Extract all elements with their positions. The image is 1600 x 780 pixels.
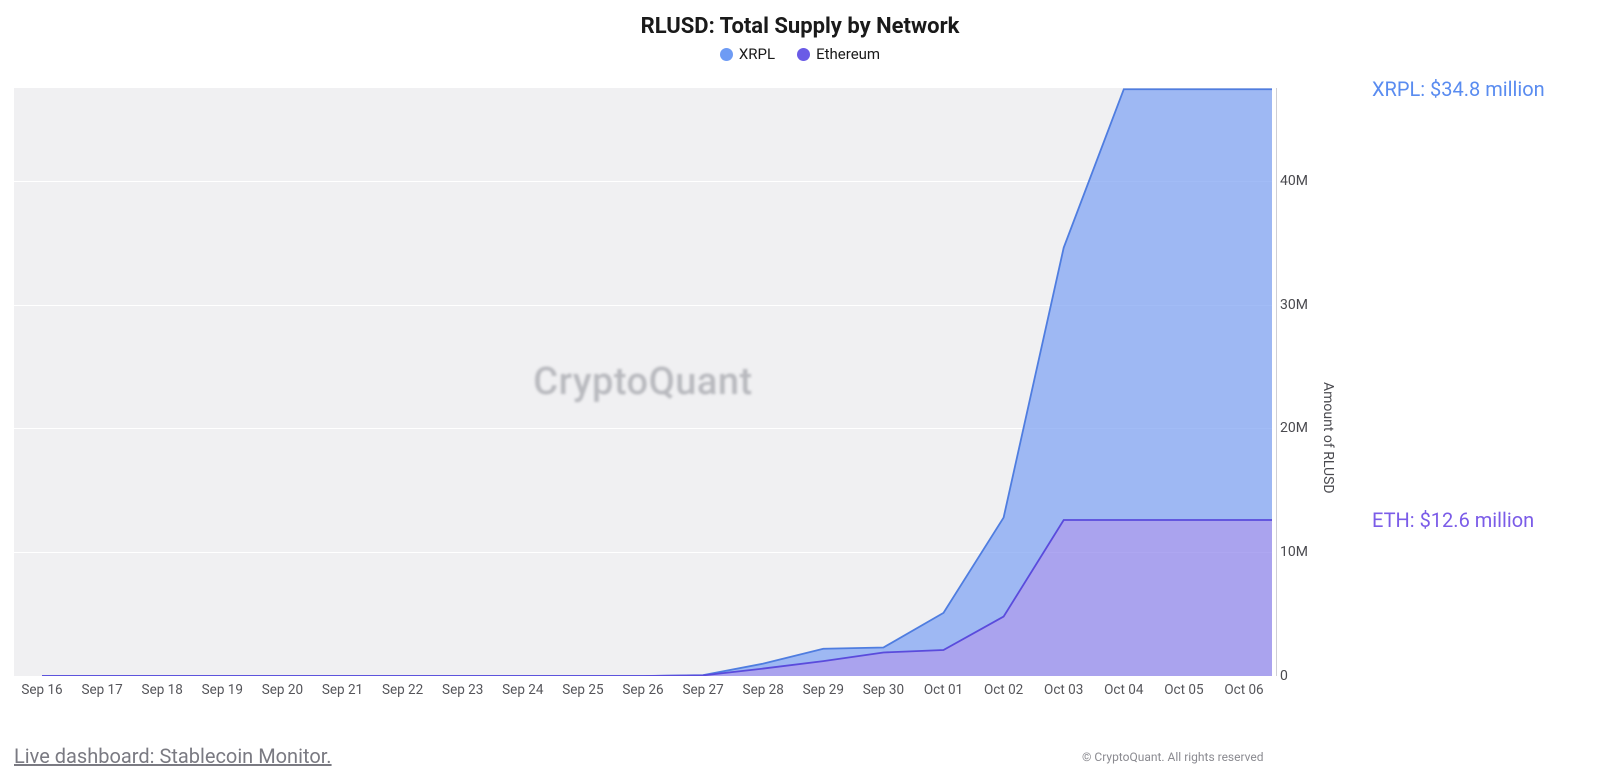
x-tick-label: Sep 17 (81, 682, 122, 698)
y-tick-label: 20M (1280, 420, 1308, 436)
legend-label: Ethereum (816, 45, 880, 63)
x-tick-label: Oct 05 (1164, 682, 1203, 698)
x-tick-label: Sep 27 (682, 682, 723, 698)
y-tick-label: 0 (1280, 668, 1288, 684)
x-tick-label: Sep 21 (322, 682, 363, 698)
y-tick-label: 30M (1280, 297, 1308, 313)
x-tick-label: Sep 30 (863, 682, 904, 698)
x-tick-label: Sep 16 (21, 682, 62, 698)
legend-item-ethereum: Ethereum (797, 45, 880, 63)
x-tick-label: Sep 19 (202, 682, 243, 698)
chart-container: CryptoQuant 0 10M 20M 30M 40M Amount of RLUS… (14, 88, 1586, 714)
x-tick-label: Sep 24 (502, 682, 543, 698)
x-tick-label: Sep 28 (743, 682, 784, 698)
x-axis: Sep 16 Sep 17 Sep 18 Sep 19 Sep 20 Sep 21 Sep … (14, 680, 1272, 710)
chart-svg (14, 88, 1272, 676)
x-tick-label: Sep 22 (382, 682, 423, 698)
y-tick-label: 10M (1280, 544, 1308, 560)
x-tick-label: Sep 20 (262, 682, 303, 698)
legend-label: XRPL (739, 45, 775, 63)
x-tick-label: Oct 06 (1224, 682, 1263, 698)
legend-dot-icon (797, 48, 810, 61)
x-tick-label: Sep 25 (562, 682, 603, 698)
chart-title: RLUSD: Total Supply by Network (0, 0, 1600, 39)
plot-area[interactable]: CryptoQuant (14, 88, 1272, 676)
dashboard-link[interactable]: Live dashboard: Stablecoin Monitor. (14, 744, 332, 768)
chart-annotation: ETH: $12.6 million (1372, 508, 1534, 532)
chart-annotation: XRPL: $34.8 million (1372, 77, 1545, 101)
x-tick-label: Oct 03 (1044, 682, 1083, 698)
x-tick-label: Sep 23 (442, 682, 483, 698)
series-area-ethereum (42, 520, 1272, 676)
copyright-text: © CryptoQuant. All rights reserved (1082, 750, 1264, 764)
x-tick-label: Oct 04 (1104, 682, 1143, 698)
chart-legend: XRPL Ethereum (0, 45, 1600, 63)
legend-dot-icon (720, 48, 733, 61)
x-tick-label: Oct 01 (924, 682, 963, 698)
axis-line (1276, 88, 1277, 676)
x-tick-label: Sep 18 (142, 682, 183, 698)
y-axis-title: Amount of RLUSD (1320, 382, 1336, 494)
x-tick-label: Oct 02 (984, 682, 1023, 698)
x-tick-label: Sep 26 (622, 682, 663, 698)
y-tick-label: 40M (1280, 173, 1308, 189)
legend-item-xrpl: XRPL (720, 45, 775, 63)
x-tick-label: Sep 29 (803, 682, 844, 698)
